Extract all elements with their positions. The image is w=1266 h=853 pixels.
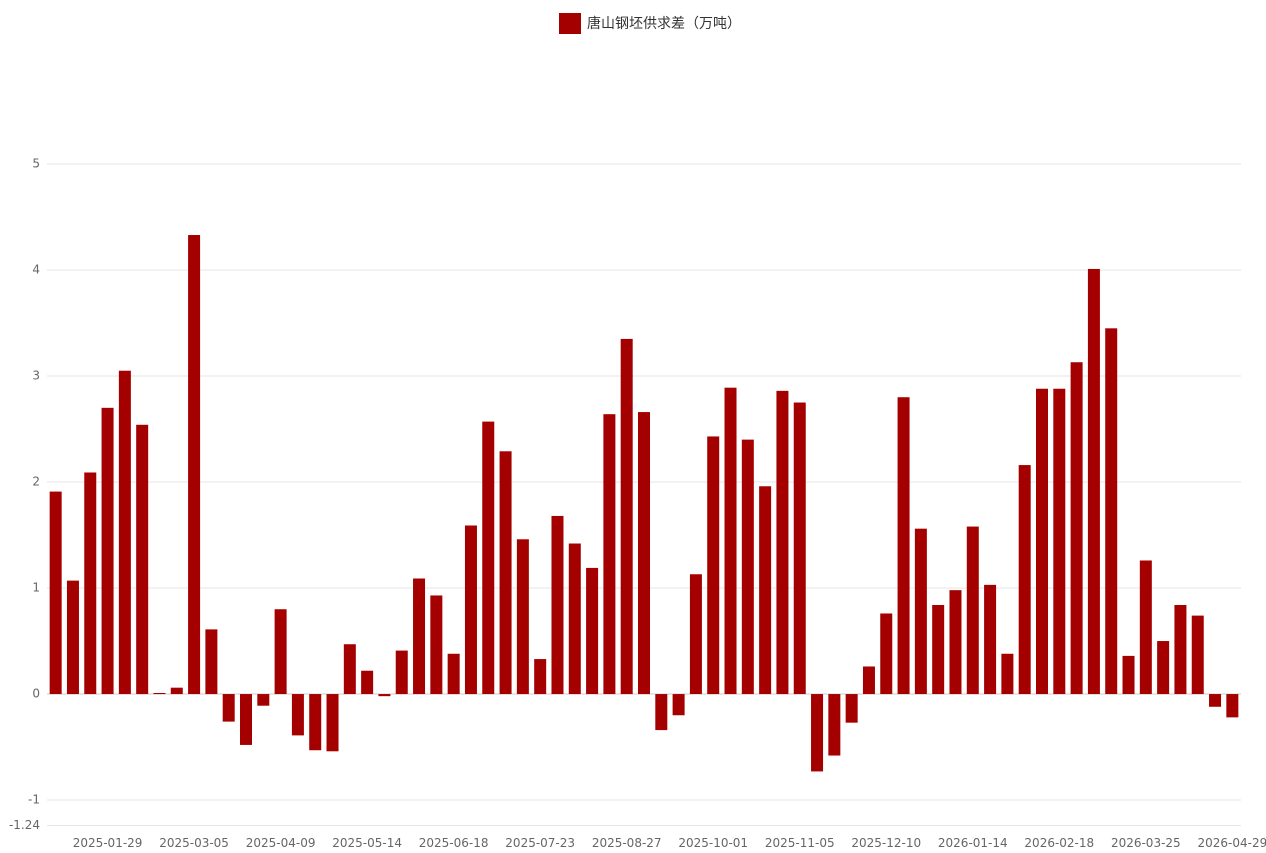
x-tick-label: 2025-01-29 xyxy=(73,836,143,850)
bar xyxy=(499,451,512,695)
legend-swatch xyxy=(559,13,581,34)
bar xyxy=(1226,694,1239,718)
x-tick-label: 2025-05-14 xyxy=(332,836,402,850)
bar xyxy=(1157,641,1170,695)
bar xyxy=(568,543,581,695)
bar xyxy=(153,692,166,695)
bar xyxy=(291,694,304,736)
bar xyxy=(1105,328,1118,695)
x-tick-label: 2025-07-23 xyxy=(505,836,575,850)
bar xyxy=(516,539,529,695)
bar xyxy=(1174,605,1187,695)
bar xyxy=(932,605,945,695)
bar xyxy=(49,491,62,695)
y-tick-label: 5 xyxy=(32,157,40,171)
bar xyxy=(170,687,183,695)
bar xyxy=(741,439,754,695)
bar xyxy=(343,644,356,695)
bar xyxy=(205,629,218,695)
y-tick-label: 0 xyxy=(32,687,40,701)
bar xyxy=(66,580,79,695)
bar xyxy=(586,567,599,695)
bar xyxy=(966,526,979,695)
bar xyxy=(222,694,235,722)
bar xyxy=(430,595,443,695)
bar xyxy=(1087,268,1100,695)
bar xyxy=(1001,653,1014,695)
bar xyxy=(914,528,927,695)
bar xyxy=(776,390,789,695)
bar xyxy=(862,666,875,695)
bar xyxy=(1070,362,1083,695)
x-tick-label: 2025-08-27 xyxy=(592,836,662,850)
bar xyxy=(136,424,149,695)
y-tick-label: 2 xyxy=(32,475,40,489)
bar xyxy=(84,472,97,695)
x-tick-label: 2026-01-14 xyxy=(938,836,1008,850)
y-tick-label: -1.24 xyxy=(9,818,40,832)
bar xyxy=(274,609,287,695)
bar xyxy=(1139,560,1152,695)
bar xyxy=(101,407,114,695)
bar xyxy=(118,370,131,695)
bar xyxy=(464,525,477,695)
y-tick-label: -1 xyxy=(28,793,40,807)
bar xyxy=(378,694,391,697)
bar xyxy=(759,486,772,695)
bar xyxy=(880,613,893,695)
x-tick-label: 2025-11-05 xyxy=(765,836,835,850)
bar xyxy=(672,694,685,716)
bar xyxy=(534,659,547,695)
legend-text: 唐山钢坯供求差（万吨） xyxy=(587,15,741,32)
x-tick-label: 2025-06-18 xyxy=(419,836,489,850)
bar xyxy=(326,694,339,752)
bar xyxy=(551,515,564,695)
bar xyxy=(897,397,910,695)
bar xyxy=(689,574,702,695)
bar xyxy=(413,578,426,695)
x-tick-label: 2025-04-09 xyxy=(246,836,316,850)
x-tick-label: 2026-04-29 xyxy=(1197,836,1266,850)
bar xyxy=(707,436,720,695)
bar xyxy=(361,670,374,695)
x-tick-label: 2026-02-18 xyxy=(1024,836,1094,850)
x-tick-label: 2025-12-10 xyxy=(851,836,921,850)
bar xyxy=(949,590,962,695)
bar xyxy=(655,694,668,731)
y-tick-label: 4 xyxy=(32,263,40,277)
bar xyxy=(1209,694,1222,707)
bar xyxy=(603,414,616,695)
bar xyxy=(482,421,495,695)
bar xyxy=(1053,388,1066,695)
bar xyxy=(257,694,270,706)
bar xyxy=(845,694,858,723)
bar xyxy=(1191,615,1204,695)
bar xyxy=(828,694,841,756)
bar xyxy=(1018,465,1031,695)
bar xyxy=(1122,655,1135,695)
bar xyxy=(1036,388,1048,695)
x-tick-label: 2025-10-01 xyxy=(678,836,748,850)
bar xyxy=(620,338,633,695)
bar xyxy=(638,412,650,695)
bar xyxy=(188,235,201,695)
y-tick-label: 3 xyxy=(32,369,40,383)
bar xyxy=(395,650,408,695)
y-tick-label: 1 xyxy=(32,581,40,595)
bar xyxy=(793,402,806,695)
x-tick-label: 2026-03-25 xyxy=(1111,836,1181,850)
x-tick-label: 2025-03-05 xyxy=(159,836,229,850)
bar xyxy=(447,653,460,695)
bar xyxy=(309,694,322,751)
bar xyxy=(240,694,252,745)
bar xyxy=(984,584,997,695)
bar xyxy=(811,694,824,772)
bar xyxy=(724,387,737,695)
